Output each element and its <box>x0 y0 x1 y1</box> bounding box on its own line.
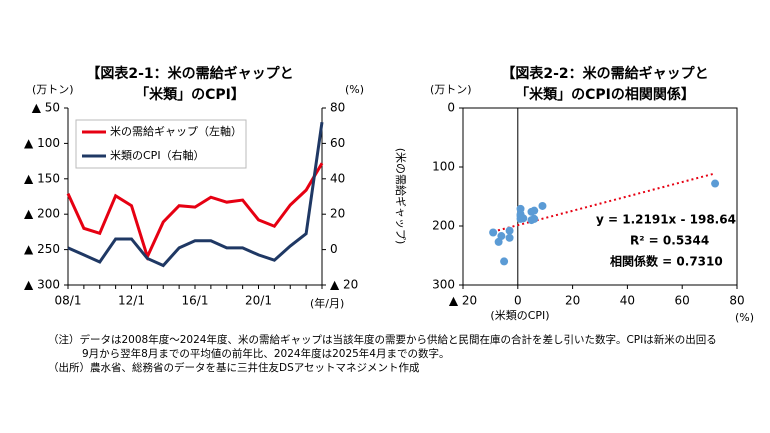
x-tick-label: 40 <box>620 294 635 308</box>
annotation: R² = 0.5344 <box>630 234 709 248</box>
y-tick-label: ▲ 150 <box>24 171 60 185</box>
annotation: 相関係数 = 0.7310 <box>610 254 723 269</box>
y2-tick-label: 80 <box>330 101 345 115</box>
legend-box <box>75 119 247 169</box>
y2-tick-label: 40 <box>330 171 345 185</box>
y-tick-label: ▲ 250 <box>24 242 60 256</box>
y-axis-title: (米の需給ギャップ) <box>394 148 408 245</box>
y-label: (万トン) <box>430 83 472 96</box>
legend-label: 米の需給ギャップ（左軸） <box>110 124 242 138</box>
x-tick-label: 60 <box>675 294 690 308</box>
y2-label: (%) <box>345 83 364 96</box>
y-tick-label: ▲ 200 <box>24 207 60 221</box>
y2-tick-label: 0 <box>330 242 338 256</box>
y-label: (万トン) <box>32 83 74 96</box>
y-tick-label: ▲ 300 <box>24 278 60 292</box>
point <box>505 233 514 242</box>
point <box>527 216 536 225</box>
chart-title: 【図表2-1：米の需給ギャップと <box>86 65 293 82</box>
legend-label: 米類のCPI（右軸） <box>110 148 205 162</box>
series-line <box>66 162 324 261</box>
x-tick-label: 16/1 <box>182 294 209 308</box>
x-tick-label: ▲ 20 <box>449 294 477 308</box>
x-label: (年/月) <box>310 296 344 310</box>
x-label: (米類のCPI) <box>490 309 549 322</box>
y-tick-label: ▲ 100 <box>24 136 60 150</box>
y-tick-label: ▲ 50 <box>32 101 60 115</box>
note: 9月から翌年8月までの平均値の前年比、2024年度は2025年4月までの数字。 <box>82 347 449 360</box>
note: （注）データは2008年度～2024年度、米の需給ギャップは当該年度の需要から供… <box>48 333 717 346</box>
point <box>527 207 536 216</box>
point <box>497 232 506 241</box>
trendline <box>492 172 716 233</box>
note: （出所）農水省、総務省のデータを基に三井住友DSアセットマネジメント作成 <box>48 361 420 374</box>
y2-tick-label: 20 <box>330 207 345 221</box>
chart-subtitle: 「米類」のCPIの相関関係】 <box>515 86 695 103</box>
y2-tick-label: 60 <box>330 136 345 150</box>
point <box>711 179 720 188</box>
y-tick-label: 300 <box>432 278 455 292</box>
x-tick-label: 12/1 <box>118 294 145 308</box>
point <box>505 226 514 235</box>
y-tick-label: 100 <box>432 160 455 174</box>
series-line <box>67 121 324 268</box>
x-tick-label: 08/1 <box>55 294 82 308</box>
y-tick-label: 0 <box>447 101 455 115</box>
x-unit: (%) <box>735 311 754 324</box>
x-tick-label: 20/1 <box>245 294 272 308</box>
x-tick-label: 80 <box>729 294 744 308</box>
y2-tick-label: ▲ 20 <box>330 278 358 292</box>
plot-frame <box>462 107 738 286</box>
annotation: y = 1.2191x - 198.64 <box>596 213 736 227</box>
point <box>519 214 528 223</box>
point <box>500 257 509 266</box>
x-tick-label: 20 <box>565 294 580 308</box>
y-tick-label: 200 <box>432 219 455 233</box>
chart-title: 【図表2-2：米の需給ギャップと <box>501 65 708 82</box>
point <box>538 201 547 210</box>
chart-subtitle: 「米類」のCPI】 <box>135 86 245 103</box>
x-tick-label: 0 <box>514 294 522 308</box>
point <box>489 228 498 237</box>
